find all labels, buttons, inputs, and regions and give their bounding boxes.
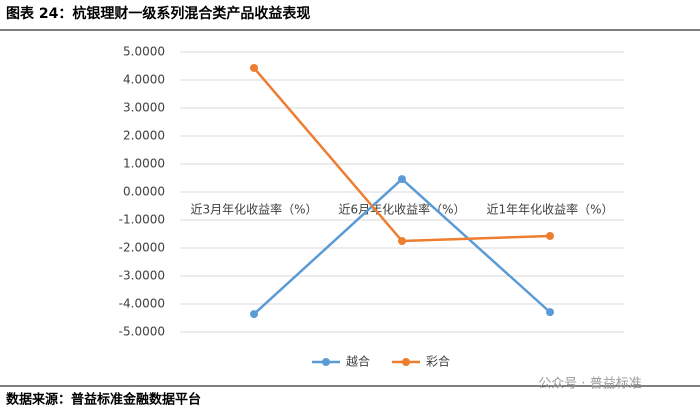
point	[546, 231, 554, 240]
legend-label: 彩合	[426, 354, 450, 369]
source: 数据来源：普益标准金融数据平台	[6, 392, 201, 408]
y-tick-label: -4.0000	[119, 297, 165, 311]
point	[398, 237, 406, 245]
y-tick-label: 4.0000	[123, 73, 165, 87]
watermark: 公众号 · 普益标准	[538, 377, 641, 392]
point	[546, 308, 554, 317]
y-tick-label: 5.0000	[123, 45, 165, 59]
y-tick-label: -3.0000	[119, 269, 165, 283]
y-tick-label: 3.0000	[123, 101, 165, 115]
point	[250, 310, 258, 319]
y-tick-label: -2.0000	[119, 241, 165, 255]
y-tick-label: -5.0000	[119, 325, 165, 339]
point	[250, 63, 258, 72]
y-tick-label: 1.0000	[123, 157, 165, 171]
x-tick-label: 近6月年化收益率（%）	[338, 202, 465, 217]
legend-marker	[322, 358, 330, 366]
series-line	[253, 177, 551, 316]
x-tick-label: 近3月年化收益率（%）	[190, 202, 317, 217]
legend-marker	[402, 358, 410, 366]
x-tick-label: 近1年年化收益率（%）	[486, 202, 613, 217]
y-tick-label: -1.0000	[119, 213, 165, 227]
y-tick-label: 0.0000	[123, 185, 165, 199]
legend-label: 越合	[346, 354, 370, 369]
chart-title: 图表 24：杭银理财一级系列混合类产品收益表现	[6, 5, 310, 22]
y-tick-label: 2.0000	[123, 129, 165, 143]
point	[398, 175, 406, 184]
